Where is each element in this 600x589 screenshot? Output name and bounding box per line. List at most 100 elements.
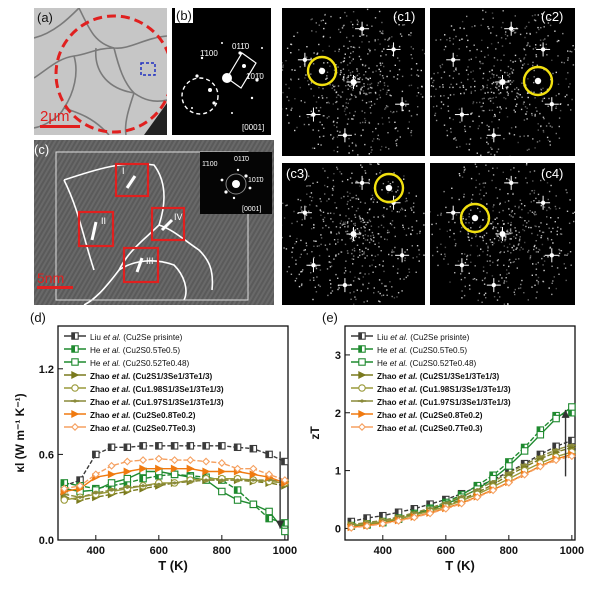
series-line bbox=[64, 479, 285, 498]
x-tick-label: 400 bbox=[374, 545, 392, 557]
data-point bbox=[280, 476, 289, 485]
data-point bbox=[170, 456, 179, 465]
data-point bbox=[552, 414, 560, 423]
highlight-circle bbox=[522, 65, 554, 97]
legend-marker bbox=[71, 384, 79, 392]
legend-entry: Zhao et al. (Cu1.97S1/3Se1/3Te1/3) bbox=[64, 398, 224, 407]
legend-entry: Zhao et al. (Cu2S1/3Se1/3Te1/3) bbox=[64, 370, 213, 381]
x-tick-label: 1000 bbox=[273, 545, 297, 557]
legend-label: Zhao et al. (Cu1.98S1/3Se1/3Te1/3) bbox=[90, 385, 224, 394]
highlight-circle bbox=[306, 55, 338, 87]
legend-entry: Liu et al. (Cu2Se prisinte) bbox=[64, 332, 183, 342]
legend-marker bbox=[358, 384, 366, 392]
data-point bbox=[249, 464, 258, 473]
data-point bbox=[520, 470, 529, 479]
panel-label-e: (e) bbox=[322, 310, 338, 325]
diffraction-pattern: 1̄100 011̄0 101̄0 [0001] bbox=[181, 42, 264, 132]
chart-zT: 400 600 800 1000 0 1 2 3 T (K) zT Liu et al. (Cu2S… bbox=[308, 325, 584, 573]
panel-c4-fft bbox=[430, 163, 575, 305]
legend-entry: Zhao et al. (Cu1.98S1/3Se1/3Te1/3) bbox=[351, 384, 511, 394]
legend-label: Zhao et al. (Cu2Se0.7Te0.3) bbox=[90, 424, 196, 433]
legend-label: Zhao et al. (Cu1.97S1/3Se1/3Te1/3) bbox=[377, 398, 511, 407]
data-point bbox=[233, 464, 242, 473]
data-point bbox=[218, 467, 227, 476]
y-axis-label: κl (W m⁻¹ K⁻¹) bbox=[13, 393, 27, 472]
legend-label: He et al. (Cu2S0.5Te0.5) bbox=[377, 346, 467, 355]
data-point bbox=[91, 470, 100, 479]
data-point bbox=[536, 430, 545, 439]
data-series bbox=[347, 452, 576, 532]
data-point bbox=[60, 496, 69, 504]
data-series bbox=[347, 436, 576, 526]
scale-bar-text: 2μm bbox=[40, 108, 70, 125]
data-point bbox=[107, 479, 116, 487]
data-point bbox=[186, 464, 195, 473]
legend-marker bbox=[358, 423, 366, 431]
data-point bbox=[504, 478, 513, 487]
region-box-II bbox=[77, 210, 115, 248]
data-point bbox=[520, 447, 529, 455]
legend-label: Zhao et al. (Cu2S1/3Se1/3Te1/3) bbox=[90, 372, 213, 381]
x-axis-label: T (K) bbox=[158, 558, 188, 573]
panel-label-a: (a) bbox=[37, 10, 53, 25]
y-tick-label: 0 bbox=[335, 523, 341, 535]
data-point bbox=[202, 457, 211, 466]
fft-inset: 1̄100 011̄0 101̄0 [0001] bbox=[200, 152, 272, 214]
legend-entry: Zhao et al. (Cu1.97S1/3Se1/3Te1/3) bbox=[351, 398, 511, 407]
panel-label-c2: (c2) bbox=[541, 9, 564, 24]
scale-bar-a: 2μm bbox=[40, 108, 80, 128]
legend-entry: Zhao et al. (Cu2Se0.8Te0.2) bbox=[351, 409, 483, 420]
legend-marker bbox=[358, 358, 366, 366]
legend-entry: Zhao et al. (Cu2S1/3Se1/3Te1/3) bbox=[351, 370, 500, 381]
region-label: I bbox=[122, 166, 125, 176]
legend-marker bbox=[358, 409, 367, 419]
spot-label: 1̄100 bbox=[200, 49, 218, 58]
x-tick-label: 600 bbox=[150, 545, 168, 557]
zone-axis-label: [0001] bbox=[242, 123, 264, 132]
data-point bbox=[202, 467, 211, 476]
legend-label: Zhao et al. (Cu2Se0.7Te0.3) bbox=[377, 424, 483, 433]
panel-c-hrtem-image: I II III IV 1̄100 bbox=[34, 140, 274, 305]
y-tick-label: 0.0 bbox=[39, 535, 54, 547]
y-tick-label: 3 bbox=[335, 350, 341, 362]
panel-c1-fft bbox=[282, 8, 425, 156]
data-point bbox=[233, 496, 242, 504]
legend-entry: He et al. (Cu2S0.5Te0.5) bbox=[64, 345, 180, 355]
x-axis-label: T (K) bbox=[445, 558, 475, 573]
legend-marker bbox=[358, 370, 367, 380]
panel-label-c1: (c1) bbox=[393, 9, 416, 24]
data-point bbox=[249, 500, 258, 509]
panel-label-c: (c) bbox=[34, 142, 50, 157]
spot-label: 011̄0 bbox=[234, 156, 249, 163]
y-tick-label: 1 bbox=[335, 466, 341, 478]
zone-axis-label: [0001] bbox=[242, 206, 262, 213]
region-box-I bbox=[114, 162, 150, 198]
data-point bbox=[155, 464, 164, 473]
aperture-circle bbox=[181, 77, 219, 115]
data-point bbox=[363, 522, 372, 531]
x-tick-label: 400 bbox=[87, 545, 105, 557]
x-tick-label: 600 bbox=[437, 545, 455, 557]
panel-label-b: (b) bbox=[175, 8, 193, 23]
data-point bbox=[123, 474, 132, 483]
data-series bbox=[60, 442, 289, 490]
data-point bbox=[441, 504, 450, 513]
region-label: IV bbox=[174, 212, 183, 222]
y-tick-label: 1.2 bbox=[39, 364, 54, 376]
legend-marker bbox=[71, 358, 79, 366]
data-point bbox=[123, 467, 132, 476]
data-series bbox=[60, 454, 289, 493]
highlight-circle bbox=[459, 202, 491, 234]
panel-c3-fft bbox=[282, 163, 425, 305]
legend-label: Liu et al. (Cu2Se prisinte) bbox=[90, 333, 183, 342]
region-label: II bbox=[101, 216, 106, 226]
data-point bbox=[60, 484, 69, 493]
data-point bbox=[552, 456, 561, 465]
data-point bbox=[536, 462, 545, 471]
data-point bbox=[76, 481, 85, 490]
data-point bbox=[567, 452, 576, 461]
scale-bar-text: 5nm bbox=[37, 270, 65, 286]
spot-label: 011̄0 bbox=[232, 42, 250, 51]
data-point bbox=[139, 456, 148, 465]
panel-label-c4: (c4) bbox=[541, 166, 564, 181]
